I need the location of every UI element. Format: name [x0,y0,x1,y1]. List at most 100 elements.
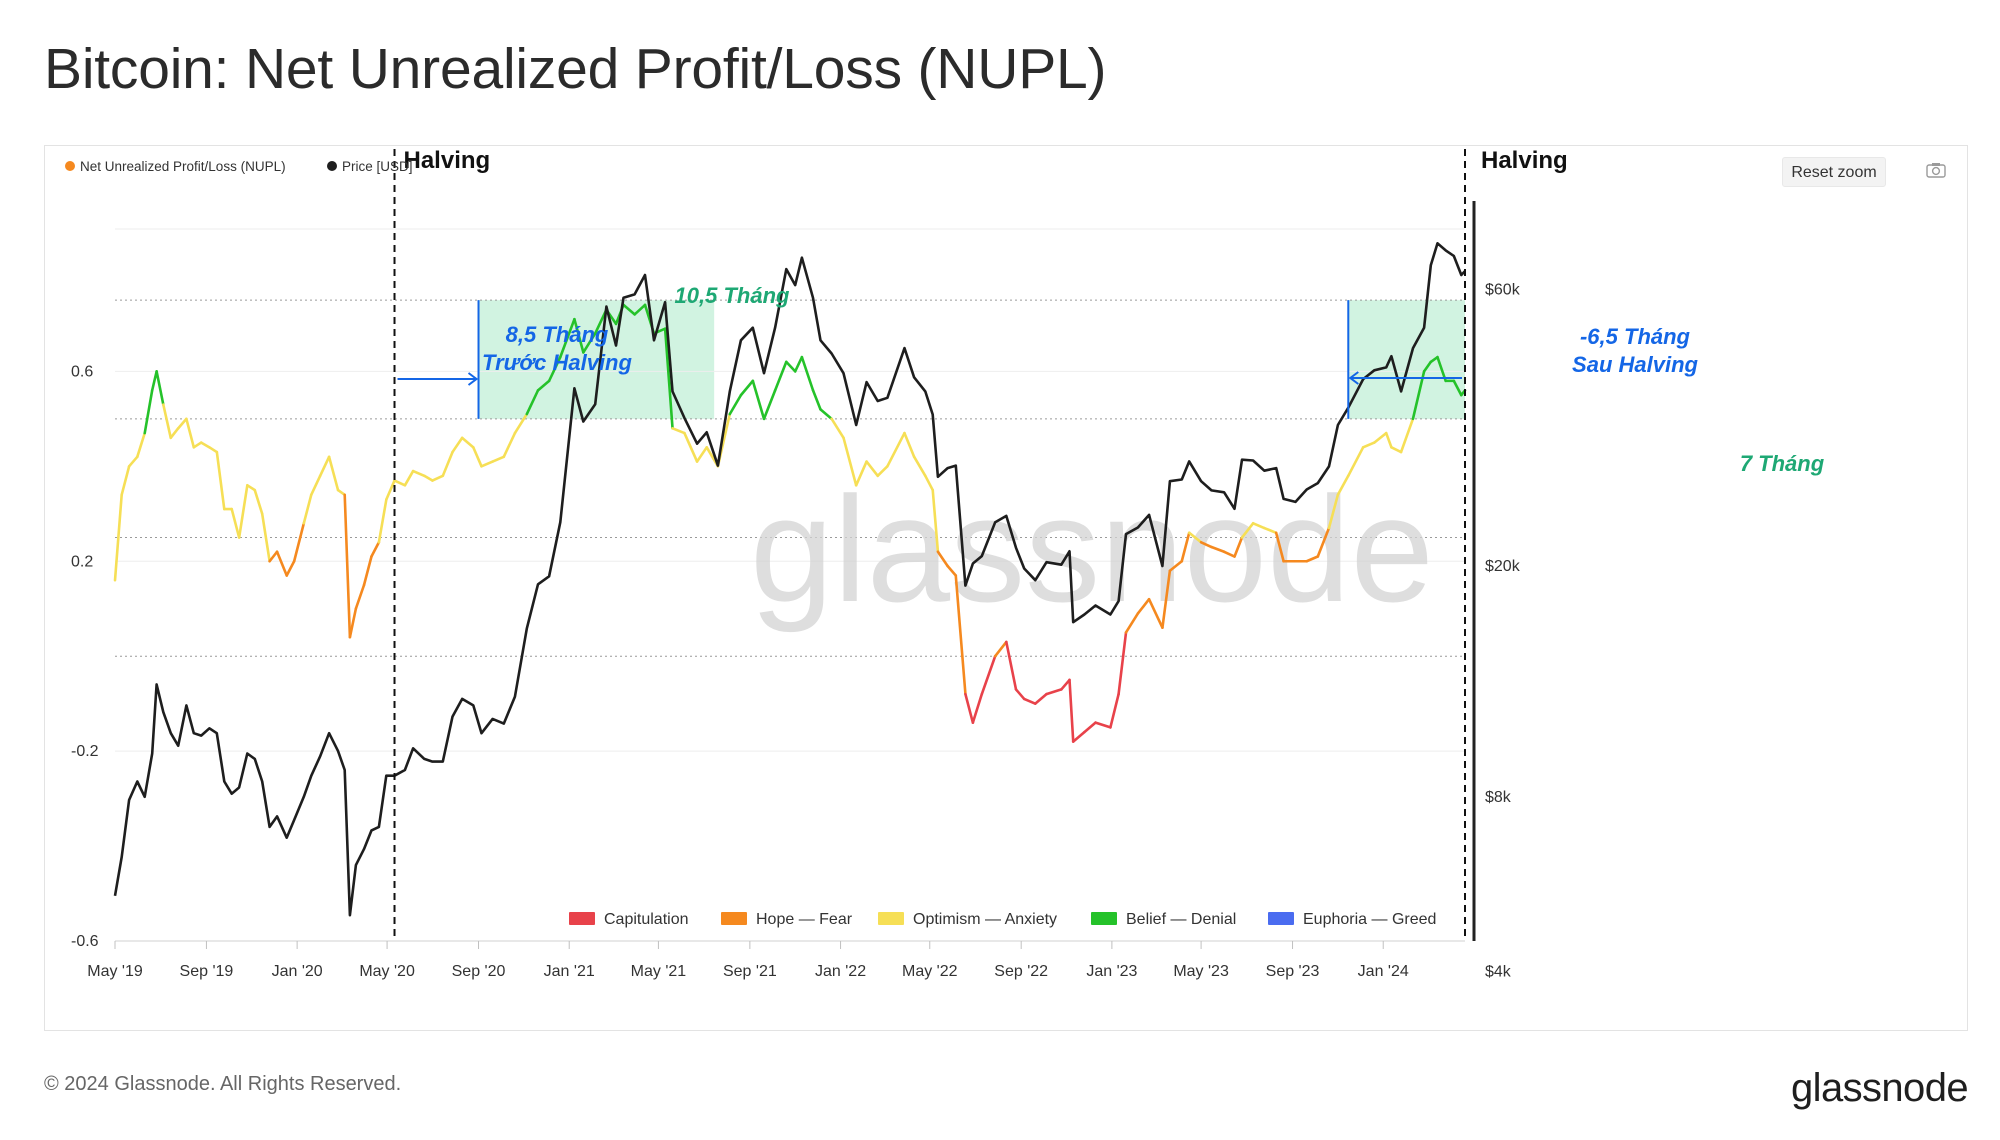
nupl-line-segment [1305,555,1320,563]
nupl-line-segment [309,474,322,497]
x-tick-label: Jan '20 [272,963,323,980]
nupl-line-segment [1399,417,1415,454]
nupl-line-segment [155,370,165,406]
nupl-line-segment [480,460,494,468]
nupl-line-segment [793,355,804,373]
legend-zone-swatch-1 [569,912,595,925]
nupl-line-segment [451,436,464,454]
nupl-line-segment [830,417,845,440]
x-tick-label: May '22 [902,963,958,980]
peak-duration-label: 10,5 Tháng [675,283,790,308]
nupl-line-segment [1336,474,1350,497]
nupl-line-segment [1199,540,1213,549]
x-tick-label: May '23 [1173,963,1229,980]
nupl-line-segment [936,550,949,568]
nupl-line-segment [460,436,475,449]
chart-frame: -0.6 -0.2 0.2 0.6 $4k $8k $20k $60k May '19 Sep '… [44,145,1968,1031]
nupl-line-segment [1060,678,1071,691]
nupl-line-segment [622,303,636,316]
nupl-line-segment [230,507,241,539]
nupl-line-segment [136,431,147,459]
x-tick-label: Jan '24 [1358,963,1409,980]
nupl-line-segment [865,460,880,478]
nupl-line-segment [1316,526,1331,558]
nupl-line-segment [739,379,755,397]
nupl-line-segment [663,327,674,430]
nupl-line-segment [1346,446,1365,478]
nupl-line-segment [1136,597,1151,615]
highlight-zone-2 [1348,300,1465,419]
y-left-tick-label: -0.2 [71,743,99,760]
nupl-chart: -0.6 -0.2 0.2 0.6 $4k $8k $20k $60k May '19 Sep '… [65,147,1825,980]
legend-zone-label-3: Optimism — Anxiety [913,911,1057,928]
post-halving-arrowhead [1348,371,1359,385]
nupl-line-segment [393,479,407,487]
nupl-line-segment [260,512,271,563]
nupl-line-segment [215,450,226,511]
camera-icon[interactable] [1926,162,1946,178]
nupl-line-segment [633,303,647,316]
pre-halving-label-line2: Trước Halving [482,350,632,375]
nupl-line-segment [1083,721,1097,734]
nupl-line-segment [143,389,154,435]
nupl-line-segment [199,441,211,449]
nupl-line-segment [411,469,426,478]
nupl-line-segment [268,550,279,563]
nupl-line-segment [327,455,340,492]
nupl-line-segment [431,474,445,482]
nupl-line-segment [773,360,788,392]
price-line [113,242,1466,917]
nupl-line-segment [800,355,815,392]
nupl-line-segment [582,332,597,354]
nupl-line-segment [1274,531,1285,563]
nupl-line-segment [1071,730,1086,743]
post-halving-label-line2: Sau Halving [1572,352,1698,377]
nupl-line-segment [1045,688,1063,696]
copyright-notice: © 2024 Glassnode. All Rights Reserved. [44,1073,402,1095]
y-right-tick-label: $20k [1485,558,1521,575]
nupl-line-segment [971,692,984,724]
legend-zone-swatch-4 [1091,912,1117,925]
nupl-line-segment [318,455,331,478]
halving-label-left: Halving [404,147,491,174]
x-tick-label: Jan '21 [544,963,595,980]
nupl-line-segment [1168,559,1184,573]
nupl-line-segment [343,493,352,639]
x-tick-label: Sep '19 [180,963,234,980]
nupl-line-segment [931,488,940,554]
post-halving-label-line1: -6,5 Tháng [1580,324,1691,349]
reset-zoom-button[interactable]: Reset zoom [1782,157,1886,187]
halving-label-right: Halving [1481,147,1568,174]
nupl-line-segment [1390,446,1403,454]
current-duration-label: 7 Tháng [1740,451,1825,476]
nupl-line-segment [275,550,289,577]
nupl-line-segment [1422,360,1433,373]
x-tick-label: Sep '21 [723,963,777,980]
nupl-line-segment [1124,612,1140,634]
nupl-line-segment [1384,431,1393,449]
nupl-line-segment [1180,531,1191,563]
nupl-line-segment [525,389,540,416]
nupl-line-segment [536,379,551,392]
nupl-line-segment [1117,631,1128,696]
legend-zone-swatch-2 [721,912,747,925]
y-right-tick-label: $60k [1485,281,1521,298]
nupl-line-segment [1005,640,1018,691]
x-tick-label: Jan '23 [1086,963,1137,980]
nupl-line-segment [237,484,249,539]
nupl-line-segment [302,493,313,525]
x-tick-label: Sep '20 [452,963,506,980]
y-left-tick-label: 0.6 [71,363,93,380]
nupl-line-segment [285,559,296,577]
nupl-line-segment [1233,536,1244,558]
nupl-line-segment [370,540,381,558]
nupl-line-segment [1251,521,1266,530]
nupl-line-segment [751,379,766,421]
nupl-line-segment [762,389,777,421]
nupl-line-segment [348,607,358,639]
nupl-line-segment [127,455,139,468]
nupl-line-segment [354,583,366,611]
nupl-line-segment [1034,692,1048,705]
nupl-line-segment [946,564,958,577]
nupl-line-segment [876,465,889,478]
